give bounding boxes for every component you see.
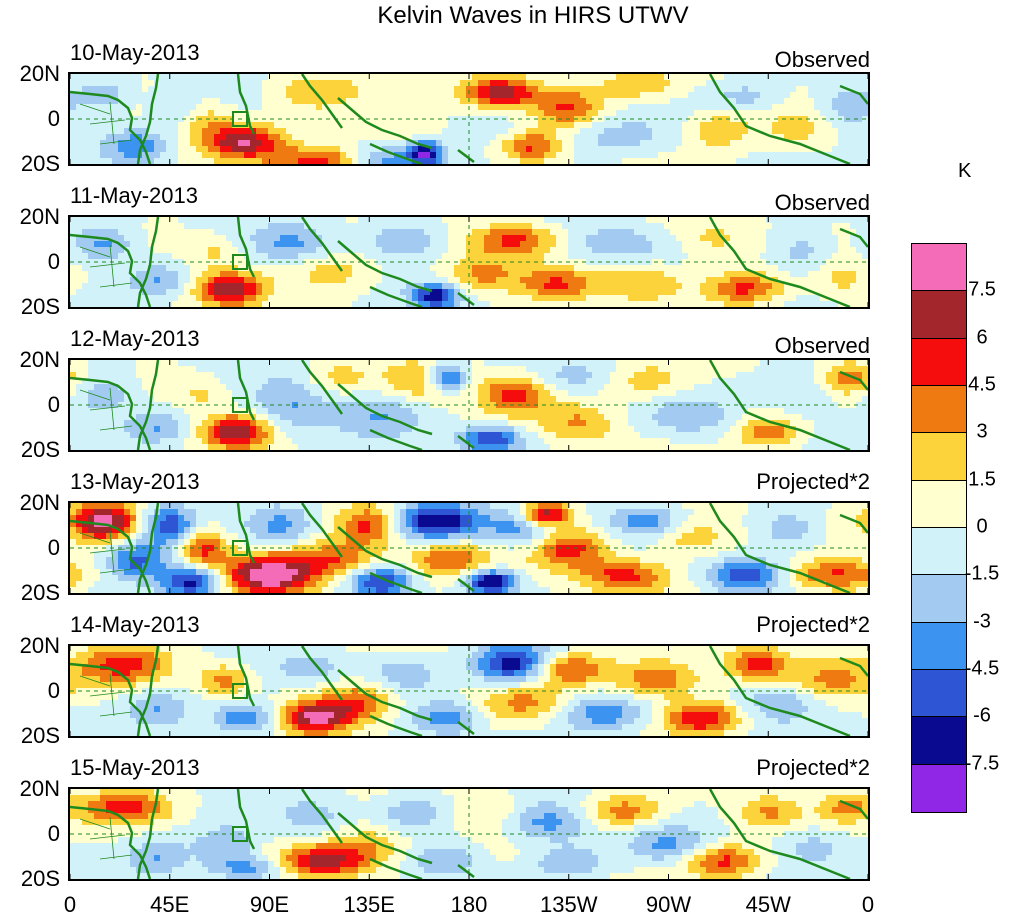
colorbar-label: -6 <box>973 704 991 727</box>
panel-map <box>68 787 870 881</box>
panel-map <box>68 644 870 738</box>
colorbar-segment <box>912 291 966 339</box>
panel-kind: Projected*2 <box>756 755 870 780</box>
y-tick-label: 20N <box>19 61 60 86</box>
panel-field <box>70 360 868 450</box>
y-tick-label: 20N <box>19 490 60 515</box>
colorbar-label: 1.5 <box>968 468 996 491</box>
y-tick-label: 20S <box>20 723 60 748</box>
panel-map <box>68 215 870 309</box>
y-tick-label: 20S <box>20 151 60 176</box>
x-tick-label: 90W <box>645 892 692 917</box>
panel-date: 13-May-2013 <box>70 469 200 494</box>
colorbar-label: 3 <box>976 420 988 443</box>
chart-title: Kelvin Waves in HIRS UTWV <box>377 2 689 29</box>
colorbar-segment <box>912 385 966 434</box>
colorbar-label: -3 <box>973 610 991 633</box>
y-tick-label: 20S <box>20 437 60 462</box>
colorbar-label: 6 <box>976 326 988 349</box>
panel-kind: Projected*2 <box>756 469 870 494</box>
colorbar-segment <box>912 433 966 481</box>
y-tick-label: 0 <box>47 821 60 846</box>
colorbar-segment <box>912 480 966 528</box>
panel-date: 15-May-2013 <box>70 755 200 780</box>
y-tick-label: 20S <box>20 580 60 605</box>
coastlines <box>70 74 868 164</box>
x-tick-label: 135W <box>540 892 598 917</box>
coastlines <box>70 503 868 593</box>
colorbar-label: 4.5 <box>968 373 996 396</box>
x-tick-label: 0 <box>861 892 875 917</box>
y-tick-label: 0 <box>47 678 60 703</box>
panel-map <box>68 501 870 595</box>
y-tick-label: 0 <box>47 392 60 417</box>
coastlines <box>70 360 868 450</box>
panel-map <box>68 358 870 452</box>
y-tick-label: 0 <box>47 535 60 560</box>
y-tick-label: 0 <box>47 106 60 131</box>
panel-kind: Observed <box>774 333 870 358</box>
colorbar-segment <box>912 717 966 765</box>
panel-date: 14-May-2013 <box>70 612 200 637</box>
anomaly-field <box>70 217 868 307</box>
x-tick-label: 45E <box>150 892 190 917</box>
colorbar-segment <box>912 764 966 812</box>
y-tick-label: 20N <box>19 776 60 801</box>
anomaly-field <box>70 74 868 164</box>
x-tick-label: 45W <box>745 892 791 917</box>
colorbar-segment <box>912 669 966 718</box>
y-tick-label: 20S <box>20 866 60 891</box>
colorbar-segment <box>912 575 966 623</box>
x-tick-label: 90E <box>249 892 290 917</box>
colorbar-segment <box>912 622 966 670</box>
panel-field <box>70 74 868 164</box>
colorbar-label: -4.5 <box>964 657 1000 680</box>
colorbar-label: -1.5 <box>964 562 1000 585</box>
colorbar-label: 7.5 <box>968 278 996 301</box>
anomaly-field <box>70 789 868 879</box>
x-tick-label: 180 <box>450 892 488 917</box>
y-tick-label: 0 <box>47 249 60 274</box>
anomaly-field <box>70 646 868 736</box>
colorbar-segment <box>912 244 966 292</box>
colorbar-segment <box>912 338 966 386</box>
y-tick-label: 20S <box>20 294 60 319</box>
panel-kind: Observed <box>774 190 870 215</box>
y-tick-label: 20N <box>19 633 60 658</box>
anomaly-field <box>70 360 868 450</box>
colorbar-label: 0 <box>976 515 988 538</box>
panel-field <box>70 646 868 736</box>
colorbar-label: -7.5 <box>964 752 1000 775</box>
panel-field <box>70 217 868 307</box>
panel-date: 11-May-2013 <box>70 183 198 208</box>
panel-kind: Observed <box>774 47 870 72</box>
colorbar <box>911 243 967 813</box>
y-tick-label: 20N <box>19 347 60 372</box>
panel-date: 10-May-2013 <box>70 40 200 65</box>
x-tick-label: 135E <box>343 892 395 917</box>
panel-map <box>68 72 870 166</box>
panel-kind: Projected*2 <box>756 612 870 637</box>
x-tick-label: 0 <box>63 892 77 917</box>
panel-field <box>70 789 868 879</box>
anomaly-field <box>70 503 868 593</box>
colorbar-unit: K <box>958 160 972 182</box>
panel-date: 12-May-2013 <box>70 326 200 351</box>
y-tick-label: 20N <box>19 204 60 229</box>
panel-field <box>70 503 868 593</box>
colorbar-segment <box>912 527 966 576</box>
